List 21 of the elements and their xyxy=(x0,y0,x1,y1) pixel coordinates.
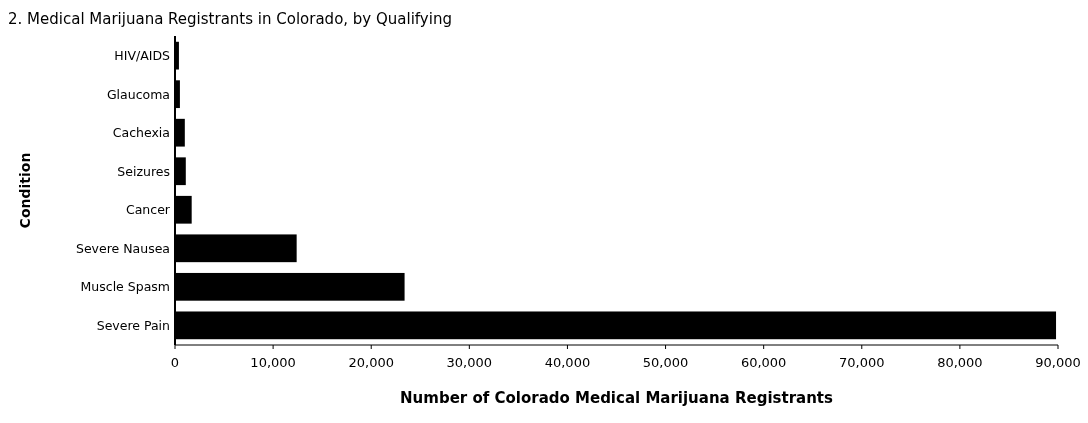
x-tick-label: 80,000 xyxy=(937,355,983,370)
x-tick-label: 90,000 xyxy=(1035,355,1081,370)
chart-title: 2. Medical Marijuana Registrants in Colorado, by Qualifying xyxy=(8,10,452,28)
y-tick-label: Glaucoma xyxy=(106,86,170,102)
x-tick-label: 60,000 xyxy=(740,355,787,370)
x-tick-label: 10,000 xyxy=(250,355,296,370)
y-tick-label: Cancer xyxy=(125,202,171,218)
y-tick-label: Seizures xyxy=(117,163,170,179)
x-tick-label: 0 xyxy=(170,355,180,370)
y-tick-label: Cachexia xyxy=(112,125,170,141)
y-tick-label: Severe Pain xyxy=(96,317,170,333)
x-tick-label: 30,000 xyxy=(446,355,493,370)
y-axis-title: Condition xyxy=(17,152,33,229)
y-tick-label: HIV/AIDS xyxy=(114,48,171,64)
x-tick-label: 20,000 xyxy=(348,355,394,370)
x-axis-title: Number of Colorado Medical Marijuana Registrants xyxy=(400,389,834,407)
x-tick-label: 40,000 xyxy=(544,355,591,370)
y-tick-label: Muscle Spasm xyxy=(80,279,170,295)
x-tick-label: 70,000 xyxy=(839,355,885,370)
y-tick-label: Severe Nausea xyxy=(75,240,170,256)
x-tick-label: 50,000 xyxy=(642,355,689,370)
